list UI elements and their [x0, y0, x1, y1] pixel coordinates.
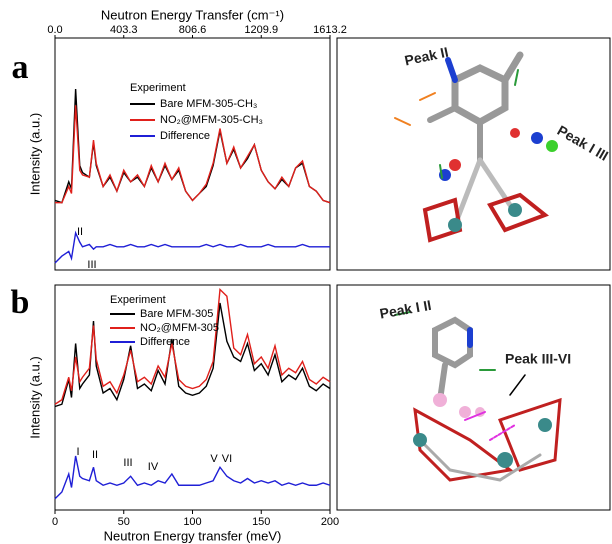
x-tick-label: 200: [321, 516, 339, 528]
panel-label: b: [11, 284, 30, 321]
peak-annotation: III: [87, 259, 96, 271]
molecule-b: [395, 312, 560, 480]
peak-annotation: III: [123, 457, 132, 469]
legend-label: Difference: [160, 130, 210, 142]
x-tick-label: 150: [252, 516, 270, 528]
x-tick-label: 0: [52, 516, 58, 528]
peak-annotation: I: [76, 446, 79, 458]
x2-tick-label: 0.0: [47, 24, 62, 36]
x2-tick-label: 1613.2: [313, 24, 347, 36]
series-line: [55, 290, 330, 405]
peak-annotation: VI: [222, 453, 232, 465]
x-tick-label: 100: [183, 516, 201, 528]
legend-label: Bare MFM-305: [140, 308, 213, 320]
y-axis-label: Intensity (a.u.): [27, 356, 42, 438]
inset-label: Peak I III: [555, 122, 612, 164]
peak-annotation: II: [77, 226, 83, 238]
plot-frame: [55, 38, 330, 270]
inset-label: Peak I II: [378, 297, 432, 322]
inset-label: Peak III-VI: [505, 351, 571, 367]
y-axis-label: Intensity (a.u.): [27, 113, 42, 195]
legend-title: Experiment: [130, 82, 186, 94]
legend-label: Bare MFM-305-CH₃: [160, 98, 257, 110]
x2-tick-label: 806.6: [179, 24, 207, 36]
x2-axis-label: Neutron Energy Transfer (cm⁻¹): [101, 7, 284, 22]
legend-label: Difference: [140, 336, 190, 348]
x2-tick-label: 1209.9: [244, 24, 278, 36]
legend-label: NO₂@MFM-305: [140, 322, 219, 334]
panel-label: a: [12, 49, 29, 86]
molecule-a: [395, 55, 558, 240]
x-tick-label: 50: [118, 516, 130, 528]
peak-annotation: II: [92, 449, 98, 461]
inset-label: Peak II: [403, 44, 450, 69]
x2-tick-label: 403.3: [110, 24, 138, 36]
legend-title: Experiment: [110, 294, 166, 306]
series-line: [55, 456, 330, 499]
figure: a Intensity (a.u.) 0.0 403.3 806.6 1209.9 1613…: [0, 0, 612, 544]
x-axis-label: Neutron Energy transfer (meV): [104, 528, 282, 543]
legend-label: NO₂@MFM-305-CH₃: [160, 114, 263, 126]
peak-annotation: V: [210, 453, 218, 465]
peak-annotation: IV: [148, 461, 159, 473]
